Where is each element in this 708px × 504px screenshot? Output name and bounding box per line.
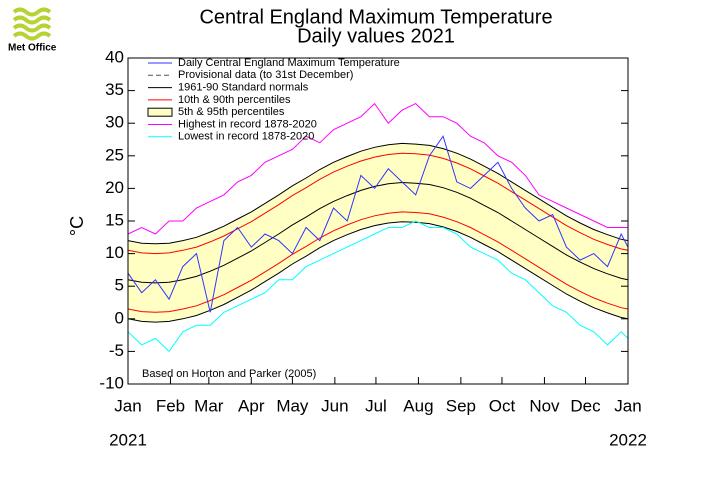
x-tick-label: Nov <box>529 396 560 415</box>
legend-label: 5th & 95th percentiles <box>178 106 285 118</box>
legend-swatch <box>147 107 173 117</box>
y-axis-label: °C <box>67 216 87 236</box>
y-tick-label: 35 <box>105 80 124 99</box>
y-tick-label: 30 <box>105 113 124 132</box>
year-label: 2021 <box>109 430 147 449</box>
y-tick-label: 15 <box>105 210 124 229</box>
logo-wave <box>12 23 52 33</box>
y-tick-label: 20 <box>105 178 124 197</box>
x-tick-label: Sep <box>446 396 476 415</box>
x-tick-label: Oct <box>489 396 516 415</box>
legend-label: Daily Central England Maximum Temperatur… <box>178 57 400 69</box>
y-tick-label: -5 <box>109 341 124 360</box>
legend-label: Lowest in record 1878-2020 <box>178 131 314 143</box>
legend-label: 1961-90 Standard normals <box>178 82 309 94</box>
x-tick-label: Jun <box>321 396 348 415</box>
series-line <box>127 181 629 284</box>
y-tick-label: 5 <box>115 276 124 295</box>
legend-label: Provisional data (to 31st December) <box>178 69 353 81</box>
y-tick-label: 25 <box>105 145 124 164</box>
x-tick-label: Mar <box>194 396 224 415</box>
x-tick-label: Jul <box>365 396 387 415</box>
logo-wave <box>12 31 52 41</box>
legend-label: 10th & 90th percentiles <box>178 94 291 106</box>
percentile-line <box>127 221 629 323</box>
logo-text: Met Office <box>8 43 57 54</box>
y-tick-label: 0 <box>115 308 124 327</box>
x-tick-label: Aug <box>403 396 433 415</box>
x-tick-label: Apr <box>238 396 265 415</box>
x-tick-label: Jan <box>614 396 641 415</box>
band-fill <box>128 143 628 323</box>
logo-wave <box>12 7 52 17</box>
y-tick-label: 10 <box>105 243 124 262</box>
percentile-line <box>127 142 629 245</box>
x-tick-label: Jan <box>114 396 141 415</box>
series-line <box>127 220 629 353</box>
y-tick-label: 40 <box>105 47 124 66</box>
chart-subtitle: Daily values 2021 <box>297 25 455 47</box>
x-tick-label: Dec <box>570 396 601 415</box>
logo: Met Office <box>8 7 57 54</box>
series-line <box>127 102 628 235</box>
legend-label: Highest in record 1878-2020 <box>178 118 317 130</box>
series-line <box>127 135 629 313</box>
y-tick-label: -10 <box>99 373 124 392</box>
x-tick-label: Feb <box>156 396 185 415</box>
logo-wave <box>12 15 52 25</box>
note: Based on Horton and Parker (2005) <box>142 368 316 380</box>
year-label: 2022 <box>609 430 647 449</box>
x-tick-label: May <box>276 396 309 415</box>
chart-title: Central England Maximum Temperature <box>199 6 552 28</box>
plot-area <box>127 102 629 353</box>
